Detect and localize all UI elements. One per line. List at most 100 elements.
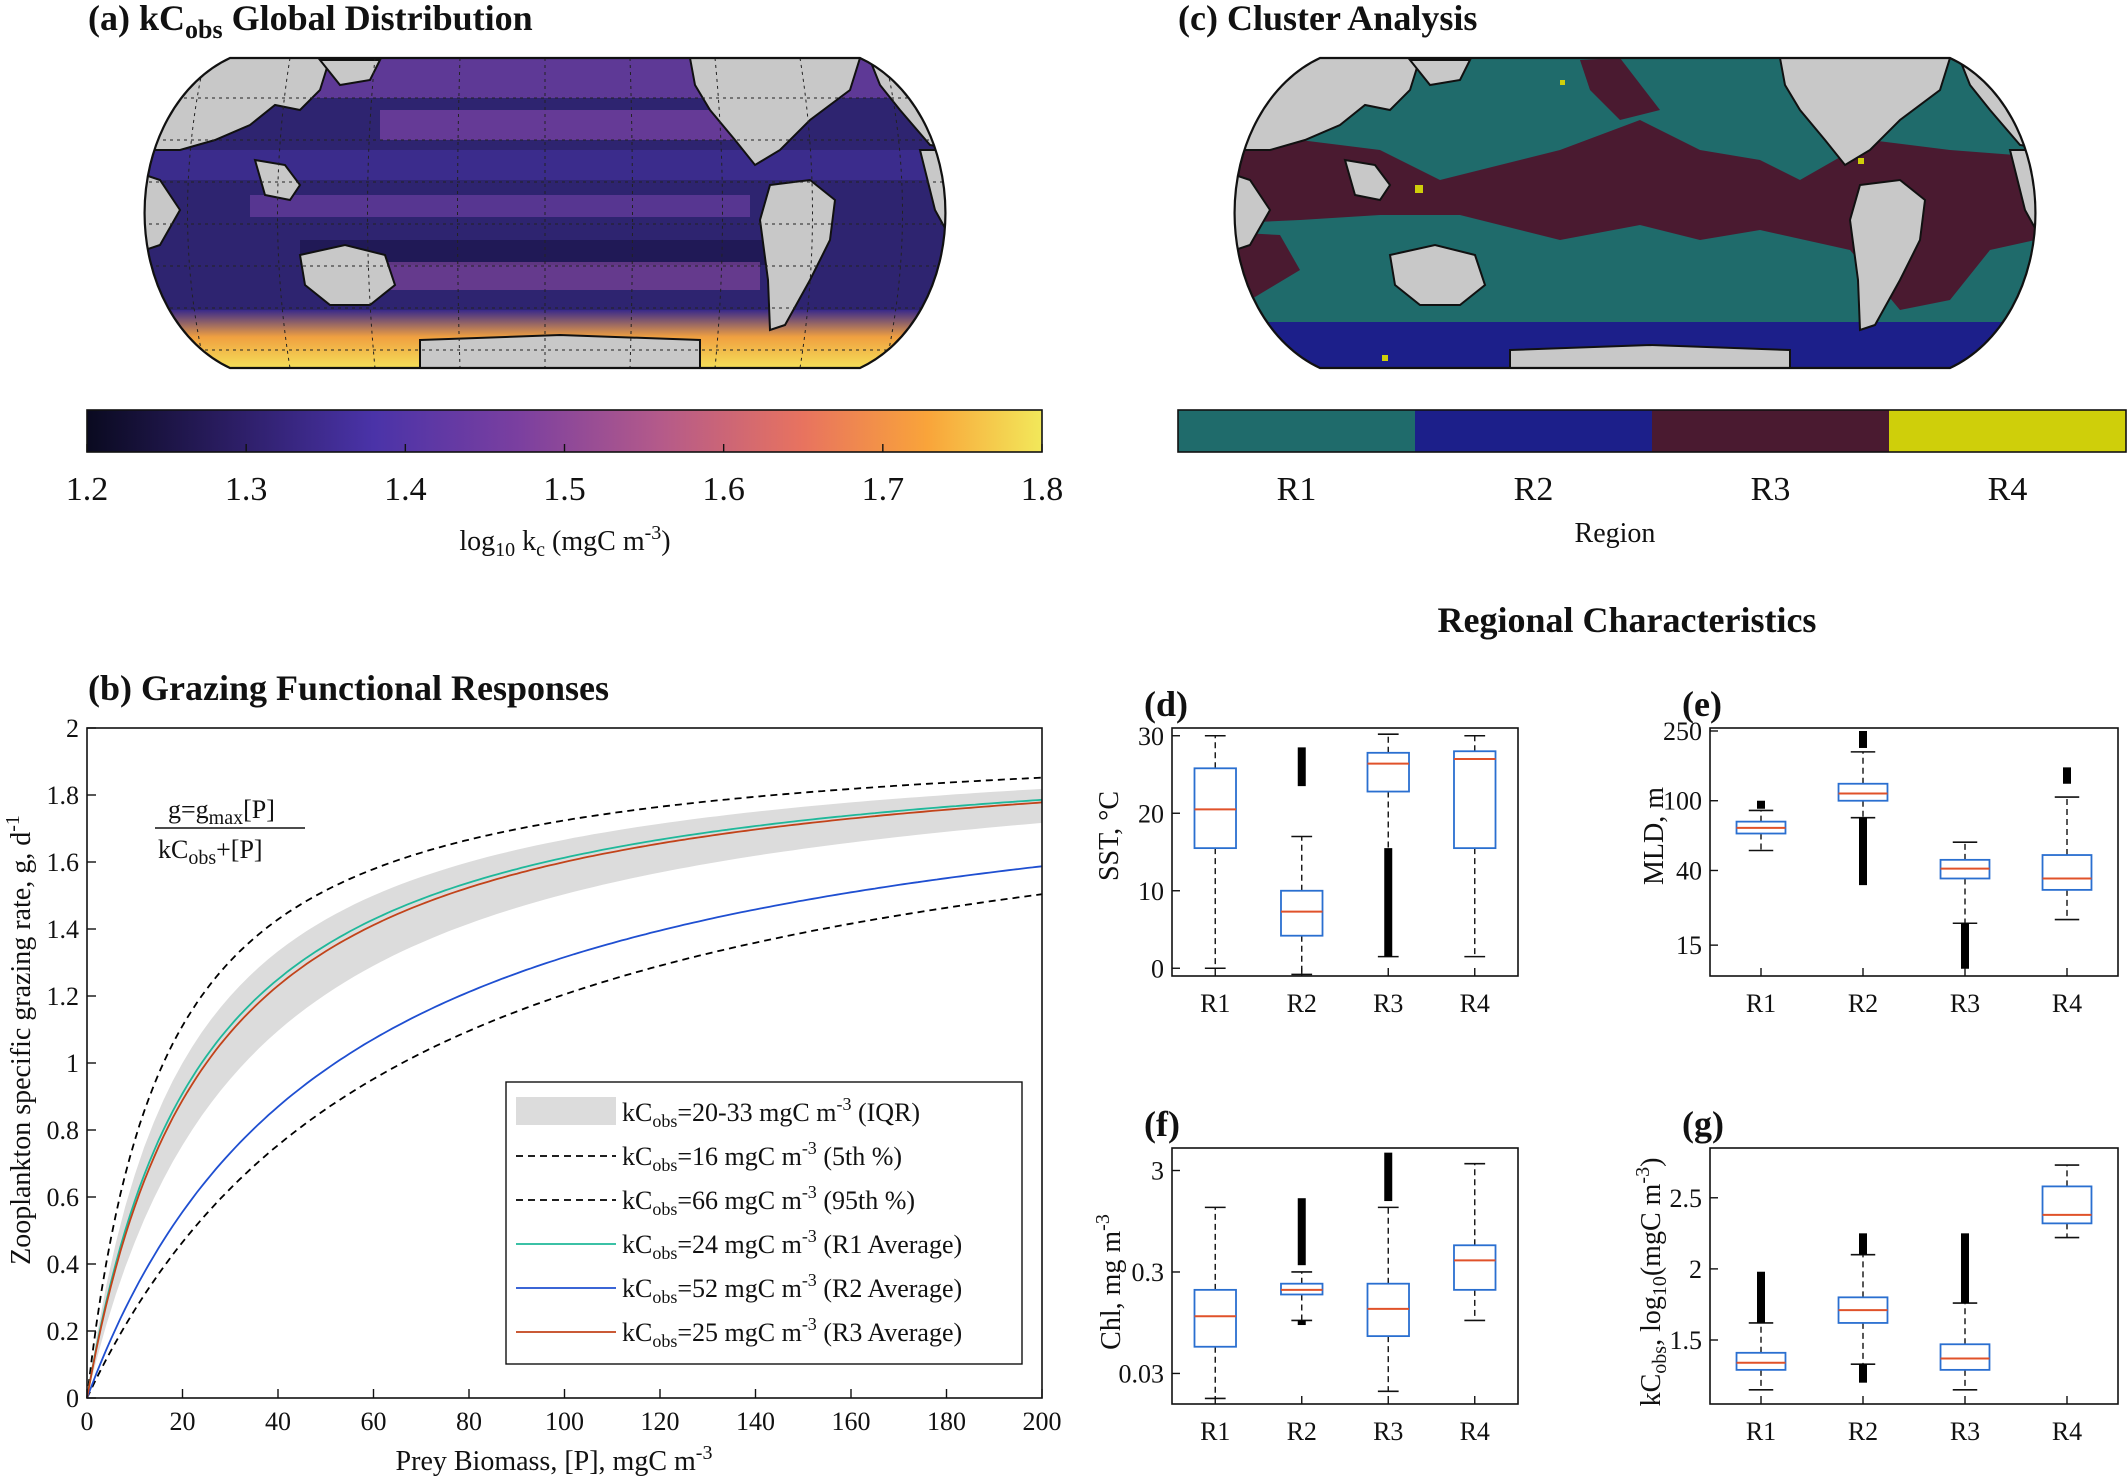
land-south-america — [758, 178, 837, 332]
xtick-label: R2 — [1848, 989, 1878, 1018]
ytick-label: 0.3 — [1132, 1258, 1165, 1287]
outlier-cluster — [1757, 800, 1765, 809]
land-australia — [298, 243, 397, 306]
colorbar-a: 1.2 1.3 1.4 1.5 1.6 1.7 1.8 log10 kc (mgC m-3) — [66, 409, 1064, 561]
series-line-k66 — [86, 893, 1043, 1399]
outlier-cluster — [1961, 1233, 1969, 1304]
colorbar-tick-label: 1.3 — [225, 471, 268, 508]
b-ylabel: Zooplankton specific grazing rate, g, d-… — [2, 815, 37, 1265]
region-label-r4: R4 — [1988, 471, 2028, 508]
outlier-cluster — [1757, 1271, 1765, 1323]
xtick-label: R4 — [1460, 1417, 1490, 1446]
land-siberia — [317, 59, 382, 87]
panel-a-title: (a) kCobs Global Distribution — [88, 0, 533, 44]
cluster-map — [1233, 56, 2037, 370]
xtick-label: R2 — [1287, 1417, 1317, 1446]
panel-a: (a) kCobs Global Distribution — [66, 0, 1064, 561]
ytick-label: 100 — [1663, 787, 1702, 816]
iqr-box — [1366, 1282, 1410, 1338]
legend-swatch-band — [516, 1097, 616, 1125]
series-line-k24 — [86, 798, 1043, 1399]
iqr-box — [1939, 1343, 1991, 1371]
b-ytick-label: 1.6 — [47, 848, 80, 877]
ytick-label: 10 — [1138, 877, 1164, 906]
b-ytick-label: 1 — [66, 1049, 79, 1078]
box-r2 — [1280, 747, 1324, 976]
box-e-axes-frame — [1709, 727, 2119, 977]
box-r2 — [1837, 730, 1889, 886]
grazing-formula: g=gmax[P] kCobs+[P] — [155, 795, 305, 869]
cluster-map-frame — [1233, 56, 2037, 370]
legend-entry: kCobs=25 mgC m-3 (R3 Average) — [622, 1314, 962, 1351]
regional-characteristics-title: Regional Characteristics — [1438, 600, 1817, 640]
box-r4 — [1453, 1162, 1497, 1322]
iqr-box — [1193, 1288, 1237, 1348]
xtick-label: R2 — [1287, 989, 1317, 1018]
land-southeast-asia — [253, 158, 302, 202]
b-ytick-label: 0.6 — [47, 1183, 80, 1212]
legend-entry: kCobs=52 mgC m-3 (R2 Average) — [622, 1270, 962, 1307]
b-xtick-label: 100 — [545, 1407, 584, 1436]
b-ytick-label: 1.2 — [47, 982, 80, 1011]
region-colorbar: R1 R2 R3 R4 Region — [1177, 409, 2127, 549]
xtick-label: R4 — [1460, 989, 1490, 1018]
outlier-cluster — [2063, 767, 2071, 784]
box-r4 — [1453, 734, 1497, 958]
panel-g: (g) R1 R2 R3 R4 1.5 2 2.5 — [1670, 1104, 2119, 1446]
box-f-title: (f) — [1144, 1104, 1180, 1144]
box-r1 — [1193, 1206, 1237, 1400]
formula-numerator: g=gmax[P] — [168, 795, 275, 829]
colorbar-tick-label: 1.6 — [702, 471, 745, 508]
land-antarctica — [419, 333, 701, 368]
box-r3 — [1366, 1152, 1410, 1393]
colorbar-tick-label: 1.8 — [1021, 471, 1064, 508]
ytick-label: 15 — [1676, 931, 1702, 960]
outlier-cluster — [1297, 1320, 1306, 1326]
b-xtick-label: 180 — [927, 1407, 966, 1436]
iqr-box — [1366, 751, 1410, 793]
b-xtick-label: 0 — [81, 1407, 94, 1436]
outlier-cluster — [1859, 1364, 1867, 1383]
box-r1 — [1735, 800, 1787, 852]
legend-entry: kCobs=24 mgC m-3 (R1 Average) — [622, 1226, 962, 1263]
graticule — [144, 58, 946, 368]
iqr-box — [2041, 854, 2093, 891]
b-ytick-label: 0.2 — [47, 1317, 80, 1346]
region-swatch-r1 — [1178, 410, 1415, 452]
colorbar-tick-label: 1.4 — [384, 471, 427, 508]
box-r4 — [2041, 1164, 2093, 1239]
iqr-band — [87, 788, 1042, 1398]
b-xlabel: Prey Biomass, [P], mgC m-3 — [396, 1442, 713, 1477]
outlier-cluster — [1859, 1233, 1867, 1255]
b-ytick-label: 1.4 — [47, 915, 80, 944]
box-r3 — [1366, 733, 1410, 958]
ytick-label: 2.5 — [1670, 1184, 1703, 1213]
grazing-plot: 0 20 40 60 80 100 120 140 160 180 200 0 0.2 0.4 0.6 0.8… — [47, 714, 1062, 1436]
xtick-label: R3 — [1373, 1417, 1403, 1446]
region-r3-area — [1234, 120, 2036, 310]
outlier-cluster — [1384, 1152, 1393, 1202]
b-xtick-label: 160 — [832, 1407, 871, 1436]
iqr-box — [1735, 1351, 1787, 1371]
land-africa-east — [918, 149, 946, 262]
g-ylabel: kCobs, log10(mgC m-3) — [1632, 1158, 1671, 1407]
b-xtick-label: 120 — [641, 1407, 680, 1436]
b-xtick-label: 20 — [170, 1407, 196, 1436]
box-r1 — [1735, 1271, 1787, 1391]
outlier-cluster — [1297, 747, 1306, 787]
box-e-title: (e) — [1682, 684, 1722, 724]
box-r1 — [1193, 734, 1237, 970]
ytick-label: 3 — [1151, 1157, 1164, 1186]
region-swatch-r4 — [1889, 410, 2126, 452]
kc-global-map — [143, 56, 947, 370]
iqr-box — [1453, 1244, 1497, 1291]
ytick-label: 20 — [1138, 799, 1164, 828]
panel-b: (b) Grazing Functional Responses 0 20 40 60… — [2, 668, 1062, 1477]
legend-box — [505, 1081, 1023, 1365]
xtick-label: R3 — [1373, 989, 1403, 1018]
box-r4 — [2041, 767, 2093, 921]
box-g-axes-frame — [1709, 1147, 2119, 1405]
box-r2 — [1837, 1233, 1889, 1383]
box-d-axes-frame — [1171, 727, 1519, 977]
ytick-label: 1.5 — [1670, 1326, 1703, 1355]
